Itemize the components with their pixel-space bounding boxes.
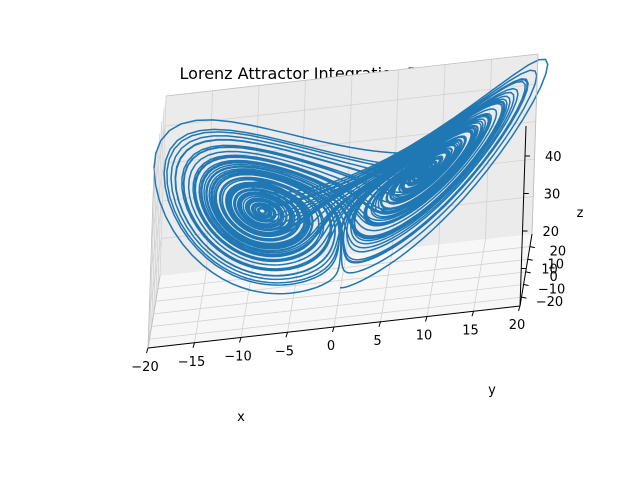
attractor-curve-group [153, 58, 549, 295]
y-axis-line [519, 233, 533, 307]
y-tick [525, 271, 531, 274]
x-tick [425, 316, 428, 322]
x-tick-label: 5 [373, 334, 381, 349]
x-axis-label: x [237, 410, 245, 425]
z-tick-label: 20 [543, 225, 560, 240]
x-tick [332, 326, 335, 333]
z-tick-label: 40 [545, 150, 562, 165]
y-tick [527, 258, 533, 261]
x-tick [471, 311, 474, 317]
x-tick [378, 321, 381, 327]
z-tick-label: 10 [541, 263, 558, 278]
y-tick [521, 296, 527, 299]
y-axis-label: y [488, 383, 496, 398]
y-tick-label: 0 [550, 270, 558, 285]
x-tick [285, 332, 288, 338]
x-tick-label: 15 [462, 323, 479, 338]
x-tick-label: 0 [327, 339, 335, 354]
x-tick-label: −20 [131, 360, 158, 375]
y-tick-label: 20 [550, 245, 567, 260]
y-tick-label: −10 [538, 283, 565, 298]
grid-z-line [152, 83, 538, 199]
grid-x-line [194, 90, 213, 343]
x-tick-label: −15 [178, 355, 205, 370]
x-tick-label: 10 [416, 329, 433, 344]
x-tick [518, 305, 521, 312]
x-tick [239, 337, 242, 343]
y-tick [523, 284, 529, 287]
y-tick-label: −20 [536, 295, 563, 310]
attractor-curve [153, 58, 549, 295]
x-tick [192, 342, 195, 348]
x-tick [146, 347, 149, 354]
pane-edge [147, 275, 161, 349]
y-tick-label: 10 [548, 257, 565, 272]
y-tick [529, 246, 535, 249]
pane-edge [531, 53, 539, 235]
x-tick-label: 20 [509, 318, 526, 333]
z-axis-label: z [577, 206, 584, 221]
z-tick-label: 30 [544, 188, 561, 203]
pane-edge [165, 53, 539, 97]
grid-z-line [151, 121, 536, 236]
x-tick-label: −10 [224, 350, 251, 365]
grid-x-line [380, 69, 399, 322]
x-tick-label: −5 [275, 344, 294, 359]
